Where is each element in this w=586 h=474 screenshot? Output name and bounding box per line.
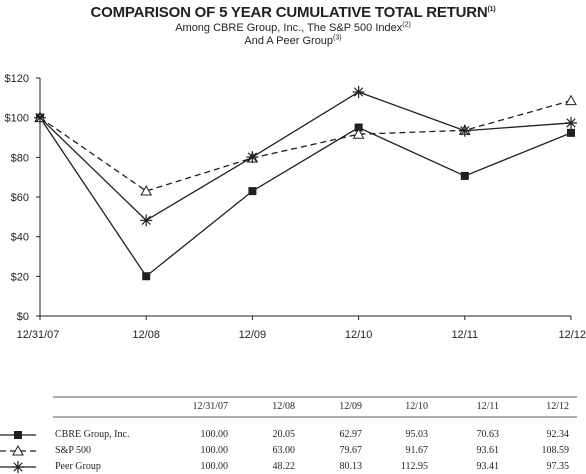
- data-point-s-p-500: [352, 128, 365, 139]
- table-row-label: CBRE Group, Inc.: [55, 429, 130, 440]
- table-row-label: S&P 500: [55, 445, 92, 456]
- series-cbre-group-inc: [36, 113, 575, 281]
- series-s-p-500: [34, 94, 577, 196]
- table-cell: 95.03: [405, 429, 429, 440]
- table-row-label: Peer Group: [55, 461, 101, 472]
- table-cell: 63.00: [272, 445, 296, 456]
- x-tick-label: 12/08: [132, 329, 160, 341]
- y-tick-label: $60: [11, 192, 29, 204]
- table-cell: 93.61: [476, 445, 500, 456]
- series-line-peer-group: [39, 91, 572, 222]
- table-cell: 100.00: [200, 445, 229, 456]
- table-header-cell: 12/11: [476, 401, 499, 412]
- subtitle-1-footnote: (2): [402, 21, 411, 29]
- table-cell: 108.59: [541, 445, 570, 456]
- series-line-cbre-group-inc: [39, 117, 572, 278]
- data-point-cbre-group-inc: [248, 187, 257, 196]
- y-tick-label: $100: [5, 113, 29, 125]
- table-cell: 79.67: [339, 445, 363, 456]
- y-tick-label: $80: [11, 152, 29, 164]
- table-cell: 92.34: [546, 429, 570, 440]
- legend-swatch-peer-group: [0, 461, 36, 473]
- table-header-cell: 12/31/07: [192, 401, 228, 412]
- data-point-peer-group: [246, 151, 259, 164]
- data-point-peer-group: [140, 214, 153, 227]
- x-tick-label: 12/11: [451, 329, 478, 341]
- y-tick-label: $20: [11, 271, 29, 283]
- subtitle-2-footnote: (3): [333, 34, 342, 42]
- data-point-peer-group: [34, 111, 46, 124]
- series-peer-group: [34, 85, 577, 227]
- chart-header: COMPARISON OF 5 YEAR CUMULATIVE TOTAL RE…: [0, 4, 586, 48]
- y-tick-label: $40: [11, 232, 29, 244]
- y-tick-label: $120: [5, 73, 29, 85]
- x-tick-label: 12/10: [345, 329, 373, 341]
- data-point-peer-group: [458, 124, 471, 137]
- data-point-cbre-group-inc: [142, 272, 151, 281]
- legend-marker: [12, 444, 24, 456]
- title-footnote: (1): [487, 6, 496, 13]
- table-cell: 62.97: [339, 429, 363, 440]
- table-header-cell: 12/12: [546, 401, 569, 412]
- data-point-cbre-group-inc: [567, 128, 575, 137]
- table-cell: 91.67: [405, 445, 429, 456]
- legend-marker: [14, 431, 22, 439]
- table-cell: 97.35: [546, 461, 570, 472]
- table-header-cell: 12/10: [405, 401, 428, 412]
- data-point-peer-group: [352, 85, 365, 98]
- table-cell: 48.22: [272, 461, 296, 472]
- y-tick-label: $0: [17, 311, 29, 323]
- x-tick-label: 12/31/07: [17, 329, 60, 341]
- data-point-cbre-group-inc: [354, 123, 363, 132]
- table-cell: 100.00: [200, 429, 229, 440]
- series-line-s-p-500: [39, 100, 572, 192]
- table-header-cell: 12/08: [272, 401, 295, 412]
- table-cell: 112.95: [400, 461, 428, 472]
- table-cell: 70.63: [476, 429, 500, 440]
- data-point-s-p-500: [140, 185, 153, 196]
- chart-subtitle-2: And A Peer Group: [244, 35, 334, 47]
- data-point-peer-group: [565, 116, 577, 129]
- legend-swatch-s-p-500: [0, 444, 36, 456]
- chart-title: COMPARISON OF 5 YEAR CUMULATIVE TOTAL RE…: [90, 4, 488, 21]
- legend-swatch-cbre-group-inc: [0, 431, 36, 439]
- data-point-s-p-500: [565, 94, 577, 106]
- table-cell: 20.05: [272, 429, 296, 440]
- data-point-cbre-group-inc: [460, 171, 469, 180]
- legend-marker: [12, 461, 24, 473]
- table-header-cell: 12/09: [339, 401, 362, 412]
- x-tick-label: 12/09: [239, 329, 267, 341]
- x-tick-label: 12/12: [558, 329, 586, 341]
- table-cell: 100.00: [200, 461, 229, 472]
- chart-subtitle-1: Among CBRE Group, Inc., The S&P 500 Inde…: [175, 22, 403, 34]
- table-cell: 80.13: [339, 461, 363, 472]
- table-cell: 93.41: [476, 461, 500, 472]
